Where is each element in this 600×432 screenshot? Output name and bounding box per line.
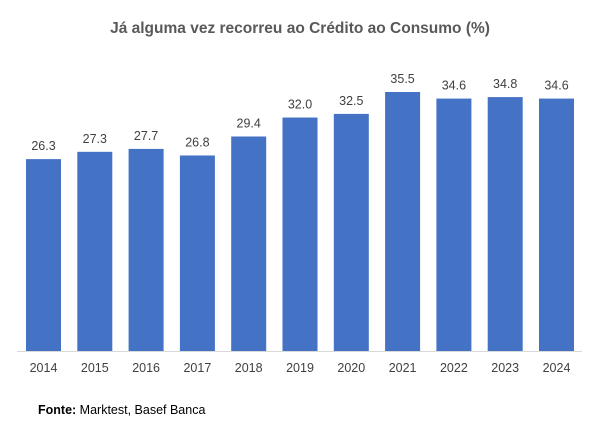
bar-2018: [231, 136, 267, 351]
data-label-2017: 26.8: [185, 135, 209, 149]
source-note: Fonte: Marktest, Basef Banca: [38, 403, 205, 417]
data-label-2014: 26.3: [31, 139, 55, 153]
x-tick-label-2023: 2023: [491, 361, 519, 375]
data-label-2022: 34.6: [442, 79, 466, 93]
x-tick-label-2022: 2022: [440, 361, 468, 375]
x-tick-label-2015: 2015: [81, 361, 109, 375]
bar-2020: [333, 113, 369, 351]
data-label-2024: 34.6: [544, 79, 568, 93]
x-tick-label-2019: 2019: [286, 361, 314, 375]
data-label-2021: 35.5: [390, 72, 414, 86]
data-label-2018: 29.4: [237, 117, 261, 131]
bar-2023: [487, 97, 523, 351]
x-tick-label-2014: 2014: [30, 361, 58, 375]
bar-2021: [385, 92, 421, 351]
data-label-2015: 27.3: [83, 132, 107, 146]
bar-2015: [77, 151, 113, 351]
bar-2024: [539, 98, 574, 352]
bar-2019: [282, 117, 318, 351]
x-tick-label-2016: 2016: [132, 361, 160, 375]
bar-2014: [26, 159, 61, 351]
data-label-2020: 32.5: [339, 94, 363, 108]
bar-2016: [128, 148, 164, 351]
data-label-2019: 32.0: [288, 98, 312, 112]
source-label: Fonte:: [38, 403, 77, 417]
data-label-2016: 27.7: [134, 129, 158, 143]
x-tick-label-2017: 2017: [183, 361, 211, 375]
x-tick-label-2021: 2021: [389, 361, 417, 375]
chart-title: Já alguma vez recorreu ao Crédito ao Con…: [110, 20, 490, 37]
data-label-2023: 34.8: [493, 77, 517, 91]
x-tick-label-2024: 2024: [543, 361, 571, 375]
x-tick-label-2020: 2020: [337, 361, 365, 375]
source-text: Marktest, Basef Banca: [76, 403, 206, 417]
x-tick-label-2018: 2018: [235, 361, 263, 375]
bar-2022: [436, 98, 472, 352]
bar-2017: [179, 155, 215, 351]
